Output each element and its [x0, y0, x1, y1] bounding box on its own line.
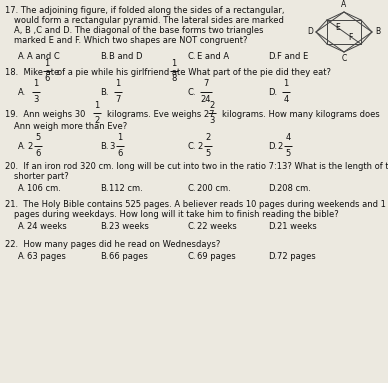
Text: 1: 1	[94, 100, 100, 110]
Text: Ann weigh more than Eve?: Ann weigh more than Eve?	[14, 122, 127, 131]
Text: 5: 5	[35, 134, 41, 142]
Text: 4: 4	[286, 134, 291, 142]
Text: 3: 3	[33, 95, 39, 104]
Text: 2: 2	[210, 100, 215, 110]
Text: C.: C.	[188, 142, 196, 151]
Text: 2: 2	[27, 142, 32, 151]
Text: 17. The adjoining figure, if folded along the sides of a rectangular,: 17. The adjoining figure, if folded alon…	[5, 6, 284, 15]
Text: . What part of the pie did they eat?: . What part of the pie did they eat?	[183, 68, 331, 77]
Text: B.: B.	[100, 222, 109, 231]
Text: 18.  Mike ate: 18. Mike ate	[5, 68, 59, 77]
Text: would form a rectangular pyramid. The lateral sides are marked: would form a rectangular pyramid. The la…	[14, 16, 284, 25]
Text: C: C	[341, 54, 346, 63]
Text: 19.  Ann weighs 30: 19. Ann weighs 30	[5, 110, 85, 119]
Text: 24 weeks: 24 weeks	[27, 222, 67, 231]
Text: 6: 6	[117, 149, 123, 158]
Text: 1: 1	[44, 59, 50, 67]
Text: 1: 1	[171, 59, 177, 67]
Text: 69 pages: 69 pages	[197, 252, 236, 261]
Text: F and E: F and E	[277, 52, 308, 61]
Text: B.: B.	[100, 184, 109, 193]
Text: 1: 1	[283, 80, 289, 88]
Text: B.: B.	[100, 252, 109, 261]
Text: D.: D.	[268, 184, 277, 193]
Text: of a pie while his girlfriend ate: of a pie while his girlfriend ate	[57, 68, 185, 77]
Text: B.: B.	[100, 88, 109, 97]
Text: A.: A.	[18, 252, 26, 261]
Text: D.: D.	[268, 252, 277, 261]
Text: 23 weeks: 23 weeks	[109, 222, 149, 231]
Text: 5: 5	[286, 149, 291, 158]
Text: D.: D.	[268, 142, 277, 151]
Text: 21.  The Holy Bible contains 525 pages. A believer reads 10 pages during weekend: 21. The Holy Bible contains 525 pages. A…	[5, 200, 386, 209]
Text: 2: 2	[197, 142, 202, 151]
Text: D.: D.	[268, 222, 277, 231]
Text: 20.  If an iron rod 320 cm. long will be cut into two in the ratio 7:13? What is: 20. If an iron rod 320 cm. long will be …	[5, 162, 388, 171]
Text: pages during weekdays. How long will it take him to finish reading the bible?: pages during weekdays. How long will it …	[14, 210, 339, 219]
Text: 106 cm.: 106 cm.	[27, 184, 61, 193]
Text: 8: 8	[171, 74, 177, 83]
Text: A, B ,C and D. The diagonal of the base forms two triangles: A, B ,C and D. The diagonal of the base …	[14, 26, 263, 35]
Text: F: F	[348, 33, 352, 41]
Text: A.: A.	[18, 52, 26, 61]
Text: 1: 1	[33, 80, 39, 88]
Text: A.: A.	[18, 142, 26, 151]
Text: 1: 1	[115, 80, 121, 88]
Text: E: E	[336, 23, 340, 31]
Text: 1: 1	[118, 134, 123, 142]
Text: B and D: B and D	[109, 52, 142, 61]
Text: 63 pages: 63 pages	[27, 252, 66, 261]
Text: 21 weeks: 21 weeks	[277, 222, 317, 231]
Text: 200 cm.: 200 cm.	[197, 184, 231, 193]
Text: E and A: E and A	[197, 52, 229, 61]
Text: A: A	[341, 0, 346, 9]
Text: B.: B.	[100, 52, 109, 61]
Text: C.: C.	[188, 222, 196, 231]
Text: 6: 6	[35, 149, 41, 158]
Text: 2: 2	[94, 116, 100, 125]
Text: 112 cm.: 112 cm.	[109, 184, 143, 193]
Text: marked E and F. Which two shapes are NOT congruent?: marked E and F. Which two shapes are NOT…	[14, 36, 248, 45]
Text: 2: 2	[277, 142, 282, 151]
Text: kilograms. How many kilograms does: kilograms. How many kilograms does	[222, 110, 380, 119]
Text: C.: C.	[188, 184, 196, 193]
Text: 24: 24	[201, 95, 211, 104]
Text: 6: 6	[44, 74, 50, 83]
Text: D.: D.	[268, 88, 277, 97]
Text: C.: C.	[188, 52, 196, 61]
Text: C.: C.	[188, 88, 196, 97]
Text: A.: A.	[18, 88, 26, 97]
Text: 4: 4	[283, 95, 289, 104]
Text: C.: C.	[188, 252, 196, 261]
Text: 22.  How many pages did he read on Wednesdays?: 22. How many pages did he read on Wednes…	[5, 240, 220, 249]
Text: 2: 2	[205, 134, 211, 142]
Text: B.: B.	[100, 142, 109, 151]
Text: kilograms. Eve weighs 27: kilograms. Eve weighs 27	[107, 110, 215, 119]
Text: A.: A.	[18, 222, 26, 231]
Text: 3: 3	[209, 116, 215, 125]
Text: D.: D.	[268, 52, 277, 61]
Text: 72 pages: 72 pages	[277, 252, 316, 261]
Text: 66 pages: 66 pages	[109, 252, 148, 261]
Text: 22 weeks: 22 weeks	[197, 222, 237, 231]
Text: A and C: A and C	[27, 52, 60, 61]
Text: 7: 7	[203, 80, 209, 88]
Text: 5: 5	[205, 149, 211, 158]
Text: A.: A.	[18, 184, 26, 193]
Text: 7: 7	[115, 95, 121, 104]
Text: 208 cm.: 208 cm.	[277, 184, 311, 193]
Text: shorter part?: shorter part?	[14, 172, 69, 181]
Text: D: D	[307, 28, 313, 36]
Text: B: B	[375, 28, 380, 36]
Text: 3: 3	[109, 142, 114, 151]
